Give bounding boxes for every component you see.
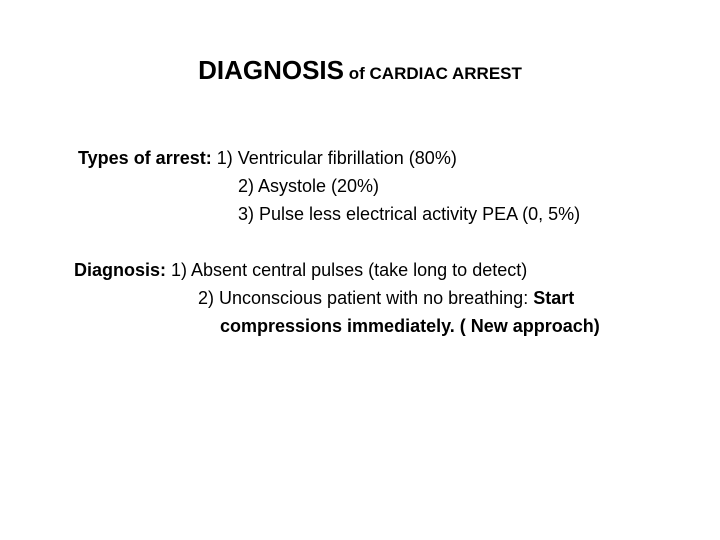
types-item-2: 2) Asystole (20%) bbox=[78, 172, 580, 200]
types-label: Types of arrest: bbox=[78, 148, 212, 168]
types-line-1: Types of arrest: 1) Ventricular fibrilla… bbox=[78, 144, 580, 172]
slide-title: DIAGNOSIS of CARDIAC ARREST bbox=[0, 55, 720, 86]
diagnosis-line-2: 2) Unconscious patient with no breathing… bbox=[74, 284, 600, 312]
diagnosis-line-1: Diagnosis: 1) Absent central pulses (tak… bbox=[74, 256, 600, 284]
title-connector: of bbox=[344, 64, 370, 83]
diagnosis-item-1: 1) Absent central pulses (take long to d… bbox=[166, 260, 527, 280]
diagnosis-block: Diagnosis: 1) Absent central pulses (tak… bbox=[74, 256, 600, 340]
types-item-1: 1) Ventricular fibrillation (80%) bbox=[212, 148, 457, 168]
types-block: Types of arrest: 1) Ventricular fibrilla… bbox=[78, 144, 580, 228]
diagnosis-item-2-strong: Start bbox=[533, 288, 574, 308]
diagnosis-item-2: 2) Unconscious patient with no breathing… bbox=[198, 288, 533, 308]
diagnosis-label: Diagnosis: bbox=[74, 260, 166, 280]
diagnosis-item-3-strong: compressions immediately. ( New approach… bbox=[220, 316, 600, 336]
title-sub: CARDIAC ARREST bbox=[370, 64, 522, 83]
slide: DIAGNOSIS of CARDIAC ARREST Types of arr… bbox=[0, 0, 720, 540]
title-main: DIAGNOSIS bbox=[198, 55, 344, 85]
diagnosis-line-3: compressions immediately. ( New approach… bbox=[74, 312, 600, 340]
types-item-3: 3) Pulse less electrical activity PEA (0… bbox=[78, 200, 580, 228]
